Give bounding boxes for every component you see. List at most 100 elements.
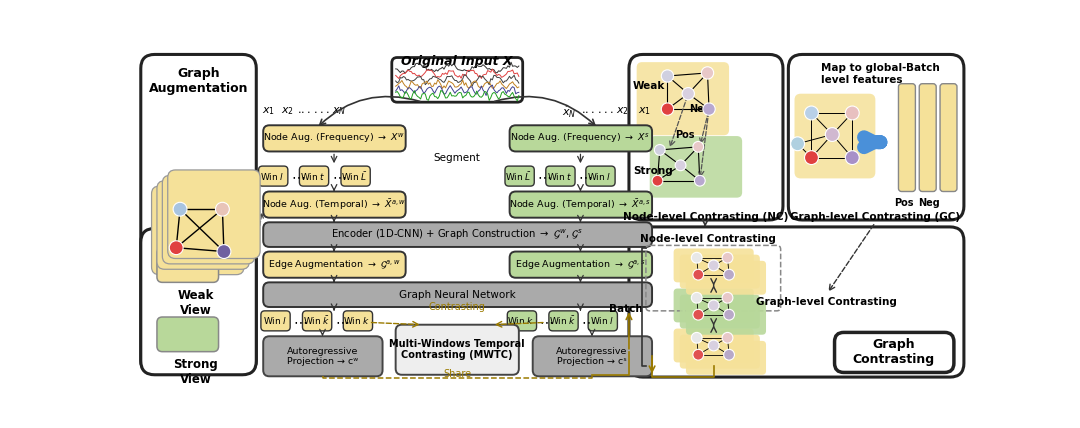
Text: Graph-level Contrasting: Graph-level Contrasting <box>756 297 897 306</box>
Text: Node Aug. (Temporal) $\rightarrow$ $\bar{X}^{a,s}$: Node Aug. (Temporal) $\rightarrow$ $\bar… <box>510 197 651 212</box>
FancyBboxPatch shape <box>258 166 288 186</box>
Text: Weak
View: Weak View <box>177 288 214 317</box>
Text: Win $t$: Win $t$ <box>546 171 572 181</box>
Text: Strong: Strong <box>633 166 673 176</box>
Text: Win $\bar{L}$: Win $\bar{L}$ <box>505 169 532 182</box>
Text: Graph-level Contrasting (GC): Graph-level Contrasting (GC) <box>791 212 960 222</box>
Text: Share: Share <box>443 369 471 379</box>
FancyBboxPatch shape <box>264 191 406 218</box>
FancyBboxPatch shape <box>140 229 256 375</box>
Text: Segment: Segment <box>434 153 481 163</box>
Text: Edge Augmentation $\rightarrow$ $\mathcal{G}^{a,w}$: Edge Augmentation $\rightarrow$ $\mathca… <box>268 258 401 272</box>
Text: $\cdots$: $\cdots$ <box>578 169 592 183</box>
Circle shape <box>661 103 674 115</box>
FancyBboxPatch shape <box>167 170 260 259</box>
Circle shape <box>724 349 734 360</box>
Text: Win $l$: Win $l$ <box>260 171 285 181</box>
Circle shape <box>693 349 704 360</box>
FancyBboxPatch shape <box>510 252 652 278</box>
FancyBboxPatch shape <box>264 336 382 376</box>
FancyBboxPatch shape <box>162 175 255 264</box>
Text: Neg: Neg <box>689 104 711 114</box>
Text: Encoder (1D-CNN) + Graph Construction $\rightarrow$ $\mathcal{G}^w$, $\mathcal{G: Encoder (1D-CNN) + Graph Construction $\… <box>332 227 583 242</box>
Circle shape <box>723 333 733 343</box>
Text: $\hat{x}_N$: $\hat{x}_N$ <box>562 103 577 119</box>
Text: Win $k$: Win $k$ <box>343 315 370 327</box>
Text: $\cdots$: $\cdots$ <box>335 314 349 328</box>
Circle shape <box>708 340 719 351</box>
Text: Multi-Windows Temporal
Contrasting (MWTC): Multi-Windows Temporal Contrasting (MWTC… <box>390 339 525 360</box>
Circle shape <box>675 160 686 171</box>
FancyBboxPatch shape <box>549 311 578 331</box>
Circle shape <box>723 292 733 303</box>
FancyBboxPatch shape <box>940 84 957 191</box>
Text: Batch: Batch <box>609 304 643 314</box>
FancyBboxPatch shape <box>674 249 754 282</box>
Text: Win $t$: Win $t$ <box>300 171 326 181</box>
FancyBboxPatch shape <box>679 295 760 329</box>
Circle shape <box>846 151 860 164</box>
FancyBboxPatch shape <box>343 311 373 331</box>
Circle shape <box>805 151 819 164</box>
Text: Graph
Augmentation: Graph Augmentation <box>149 67 248 95</box>
Circle shape <box>703 103 715 115</box>
FancyBboxPatch shape <box>505 166 535 186</box>
FancyBboxPatch shape <box>508 311 537 331</box>
Text: Node-level Contrasting: Node-level Contrasting <box>639 234 775 244</box>
Text: Win $\bar{k}$: Win $\bar{k}$ <box>549 315 577 327</box>
FancyBboxPatch shape <box>264 252 406 278</box>
FancyBboxPatch shape <box>674 288 754 322</box>
FancyBboxPatch shape <box>788 54 964 220</box>
FancyBboxPatch shape <box>636 62 729 135</box>
FancyBboxPatch shape <box>650 136 742 198</box>
FancyBboxPatch shape <box>686 261 766 295</box>
FancyBboxPatch shape <box>795 94 876 178</box>
Text: Win $l$: Win $l$ <box>588 171 612 181</box>
FancyBboxPatch shape <box>302 311 332 331</box>
Circle shape <box>825 128 839 141</box>
FancyBboxPatch shape <box>264 282 652 307</box>
Text: Edge Augmentation $\rightarrow$ $\mathcal{G}^{a,s}$: Edge Augmentation $\rightarrow$ $\mathca… <box>515 258 646 272</box>
FancyBboxPatch shape <box>264 125 406 152</box>
Circle shape <box>805 106 819 120</box>
FancyBboxPatch shape <box>510 125 652 152</box>
FancyBboxPatch shape <box>151 186 244 275</box>
Text: $x_2$: $x_2$ <box>617 106 630 117</box>
Text: Node-level Contrasting (NC): Node-level Contrasting (NC) <box>622 212 788 222</box>
Circle shape <box>683 88 694 100</box>
Circle shape <box>723 253 733 263</box>
Text: $\cdots$: $\cdots$ <box>291 169 305 183</box>
FancyBboxPatch shape <box>392 57 523 102</box>
Text: $\cdot\!\cdot\!\cdot\!\cdot\!\cdot\!\cdot$: $\cdot\!\cdot\!\cdot\!\cdot\!\cdot\!\cdo… <box>581 107 613 116</box>
FancyBboxPatch shape <box>341 166 370 186</box>
FancyBboxPatch shape <box>510 191 652 218</box>
FancyBboxPatch shape <box>835 333 954 372</box>
Text: Win $l$: Win $l$ <box>262 315 287 327</box>
Circle shape <box>791 137 805 151</box>
FancyBboxPatch shape <box>679 255 760 288</box>
FancyBboxPatch shape <box>545 166 575 186</box>
FancyBboxPatch shape <box>629 227 964 377</box>
Circle shape <box>691 333 702 343</box>
FancyBboxPatch shape <box>686 301 766 335</box>
Circle shape <box>693 309 704 320</box>
Text: $x_2$: $x_2$ <box>282 106 295 117</box>
Circle shape <box>691 253 702 263</box>
FancyBboxPatch shape <box>157 317 218 352</box>
FancyBboxPatch shape <box>157 181 249 269</box>
Circle shape <box>661 70 674 82</box>
Text: Node Aug. (Temporal) $\rightarrow$ $\bar{X}^{a,w}$: Node Aug. (Temporal) $\rightarrow$ $\bar… <box>262 197 406 212</box>
Circle shape <box>846 106 860 120</box>
Circle shape <box>708 260 719 271</box>
FancyBboxPatch shape <box>395 325 518 375</box>
FancyBboxPatch shape <box>261 311 291 331</box>
FancyBboxPatch shape <box>629 54 783 220</box>
Text: Graph
Contrasting: Graph Contrasting <box>853 339 935 366</box>
Circle shape <box>217 245 231 259</box>
Circle shape <box>693 269 704 280</box>
Text: $\cdots$: $\cdots$ <box>332 169 346 183</box>
Text: $x_1$: $x_1$ <box>638 106 651 117</box>
Circle shape <box>694 175 705 186</box>
FancyBboxPatch shape <box>140 54 256 374</box>
Text: $\cdot\!\cdot\!\cdot\!\cdot\!\cdot\!\cdot$: $\cdot\!\cdot\!\cdot\!\cdot\!\cdot\!\cdo… <box>297 107 329 116</box>
